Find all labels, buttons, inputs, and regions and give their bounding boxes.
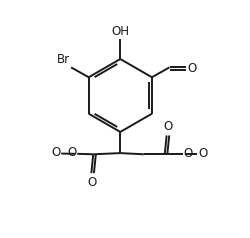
Text: O: O [198,147,207,160]
Text: O: O [188,62,197,75]
Text: O: O [163,120,172,133]
Text: O: O [184,147,193,160]
Text: Br: Br [56,53,70,66]
Text: O: O [67,146,76,159]
Text: O: O [88,176,97,189]
Text: O: O [51,146,60,159]
Text: OH: OH [111,25,129,38]
